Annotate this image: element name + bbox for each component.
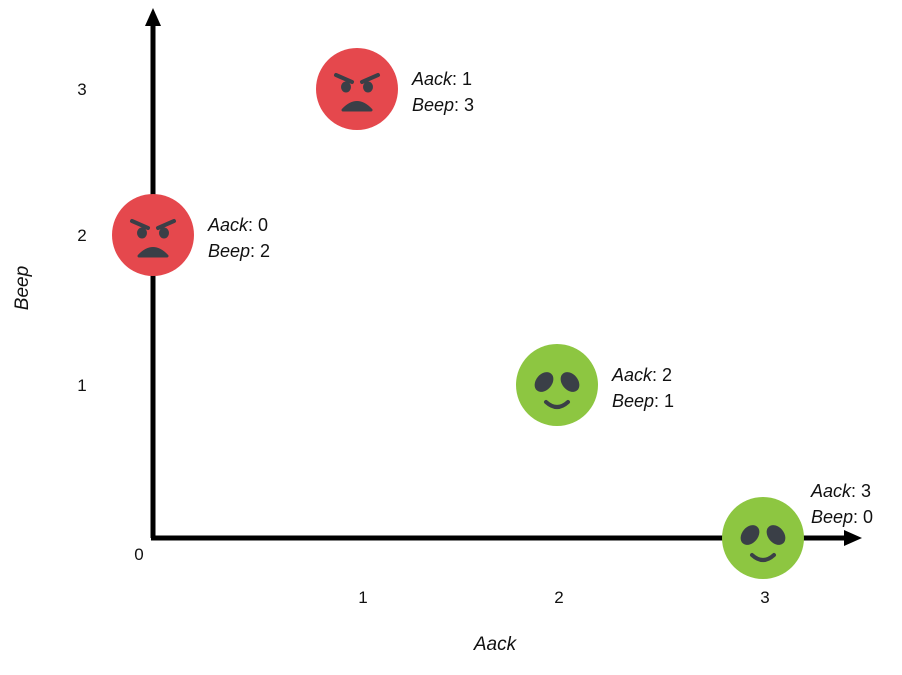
right-eye — [159, 227, 169, 239]
face-circle — [112, 194, 194, 276]
annotation-key: Aack — [611, 365, 653, 385]
annotation-value: : 0 — [853, 507, 873, 527]
left-brow — [334, 73, 354, 84]
left-eye — [137, 227, 147, 239]
x-tick-label: 1 — [358, 588, 367, 607]
smile-mouth — [750, 553, 776, 562]
annotation-key: Beep — [412, 95, 454, 115]
point-annotation-y: Beep: 3 — [412, 95, 474, 115]
right-brow — [360, 73, 380, 84]
annotation-value: : 1 — [452, 69, 472, 89]
face-circle — [316, 48, 398, 130]
smile-mouth — [544, 400, 570, 409]
angry-face-icon — [316, 48, 398, 130]
annotation-value: : 3 — [454, 95, 474, 115]
point-annotation-x: Aack: 2 — [611, 365, 672, 385]
point-annotation-y: Beep: 0 — [811, 507, 873, 527]
origin-label: 0 — [134, 545, 143, 564]
face-circle — [722, 497, 804, 579]
annotation-key: Aack — [411, 69, 453, 89]
frown-mouth — [341, 101, 373, 112]
point-annotation-y: Beep: 2 — [208, 241, 270, 261]
left-eye — [740, 525, 760, 545]
annotation-key: Aack — [207, 215, 249, 235]
point-annotation-y: Beep: 1 — [612, 391, 674, 411]
annotation-value: : 1 — [654, 391, 674, 411]
annotation-key: Beep — [208, 241, 250, 261]
y-tick-label: 3 — [77, 80, 86, 99]
y-axis-arrow-icon — [145, 8, 161, 26]
point-annotation-x: Aack: 0 — [207, 215, 268, 235]
annotation-key: Beep — [811, 507, 853, 527]
annotation-value: : 2 — [652, 365, 672, 385]
point-annotation-x: Aack: 3 — [810, 481, 871, 501]
point-annotation-x: Aack: 1 — [411, 69, 472, 89]
annotation-key: Beep — [612, 391, 654, 411]
alien-face-icon — [516, 344, 598, 426]
x-tick-label: 3 — [760, 588, 769, 607]
right-eye — [363, 81, 373, 93]
left-eye — [341, 81, 351, 93]
y-axis-label: Beep — [12, 266, 33, 310]
left-eye — [534, 372, 554, 392]
angry-face-icon — [112, 194, 194, 276]
x-axis-label: Aack — [473, 634, 518, 655]
annotation-value: : 2 — [250, 241, 270, 261]
y-tick-label: 2 — [77, 226, 86, 245]
right-eye — [560, 372, 580, 392]
x-axis-arrow-icon — [844, 530, 862, 546]
y-tick-label: 1 — [77, 376, 86, 395]
alien-face-icon — [722, 497, 804, 579]
annotation-value: : 0 — [248, 215, 268, 235]
right-brow — [156, 219, 176, 230]
x-tick-label: 2 — [554, 588, 563, 607]
face-circle — [516, 344, 598, 426]
right-eye — [766, 525, 786, 545]
frown-mouth — [137, 247, 169, 258]
annotation-key: Aack — [810, 481, 852, 501]
left-brow — [130, 219, 150, 230]
annotation-value: : 3 — [851, 481, 871, 501]
